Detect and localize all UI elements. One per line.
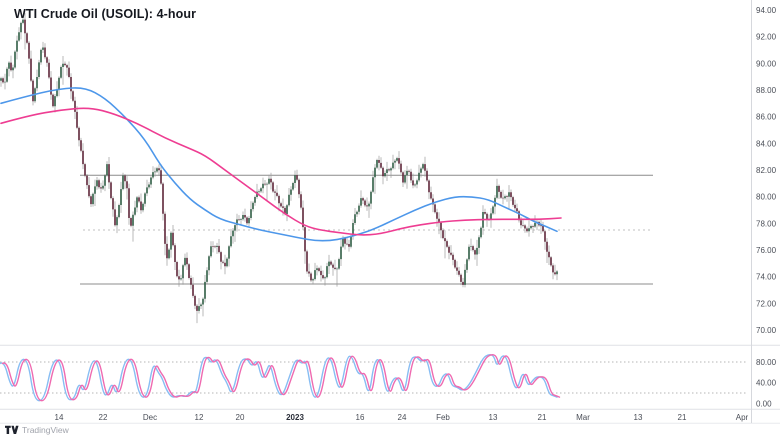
price-tick-label: 92.00 [756,33,777,42]
time-tick-label: 13 [489,413,498,422]
stoch-tick-label: 80.00 [756,358,777,367]
tradingview-logo-text: TradingView [22,425,69,435]
price-tick-label: 72.00 [756,299,777,308]
tradingview-watermark[interactable]: TradingView [5,425,69,435]
stoch-k-line[interactable] [0,354,558,402]
time-tick-label: 13 [634,413,643,422]
ma-slow-line[interactable] [0,107,562,236]
price-tick-label: 78.00 [756,219,777,228]
time-tick-label: 21 [678,413,687,422]
time-tick-label: 22 [99,413,108,422]
price-tick-label: 86.00 [756,113,777,122]
time-tick-label: Dec [143,413,157,422]
time-tick-label: Apr [736,413,749,422]
price-tick-label: 84.00 [756,139,777,148]
time-tick-label: Mar [576,413,590,422]
price-tick-label: 74.00 [756,273,777,282]
price-tick-label: 94.00 [756,6,777,15]
time-tick-label: 16 [356,413,365,422]
stoch-tick-label: 40.00 [756,379,777,388]
tradingview-logo-icon [5,425,19,434]
time-tick-label: 20 [236,413,245,422]
candles-down [2,19,556,311]
time-tick-label: 24 [398,413,407,422]
price-tick-label: 82.00 [756,166,777,175]
time-tick-label: 2023 [286,413,304,422]
price-tick-label: 88.00 [756,86,777,95]
time-tick-label: 21 [538,413,547,422]
price-tick-label: 90.00 [756,59,777,68]
price-tick-label: 80.00 [756,193,777,202]
time-tick-label: 12 [195,413,204,422]
stoch-d-line[interactable] [1,354,561,402]
oscillator-axis[interactable]: 80.00 40.00 0.00 [756,358,777,408]
time-tick-label: 14 [55,413,64,422]
candles-up [0,19,558,311]
stoch-tick-label: 0.00 [756,399,772,408]
time-axis[interactable]: 14 22 Dec 12 20 2023 16 24 Feb 13 21 Mar 13 21 Apr [55,413,749,422]
price-axis[interactable]: 94.00 92.00 90.00 88.00 86.00 84.00 82.00 80.00… [756,6,777,335]
price-tick-label: 76.00 [756,246,777,255]
ma-fast-line[interactable] [0,87,558,242]
time-tick-label: Feb [436,413,450,422]
price-tick-label: 70.00 [756,326,777,335]
